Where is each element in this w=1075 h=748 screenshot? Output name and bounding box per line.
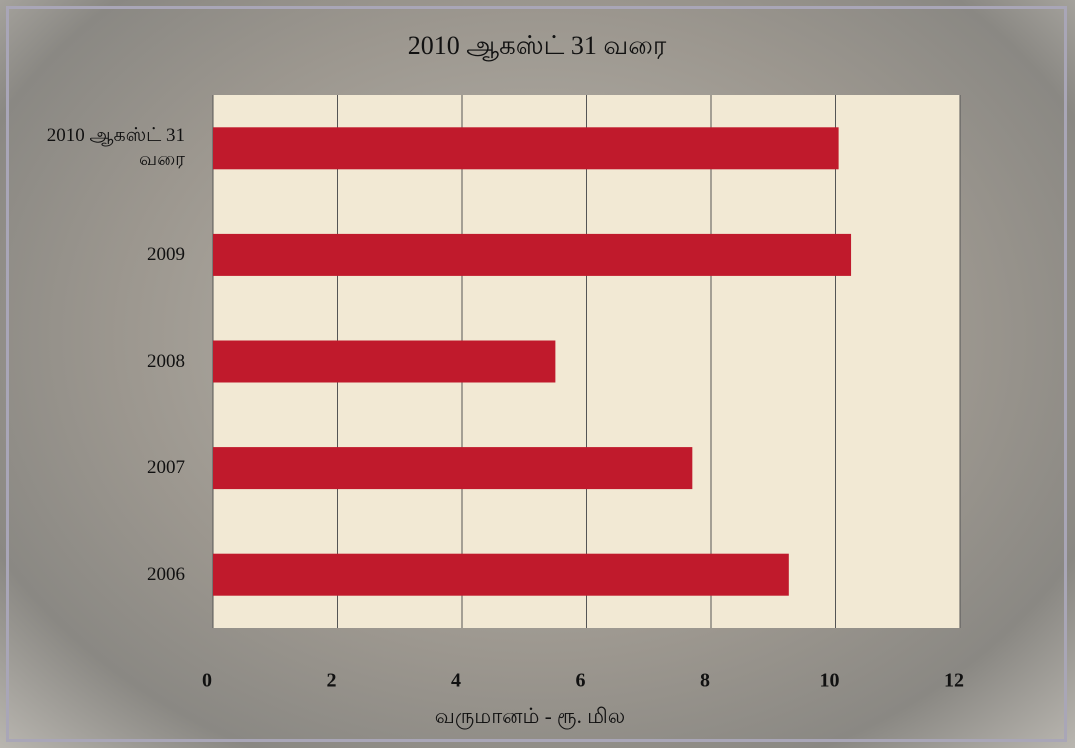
x-tick-label: 10	[820, 670, 840, 692]
bar	[213, 341, 555, 383]
x-tick-label: 4	[451, 670, 461, 692]
y-tick-label: 2008	[25, 350, 185, 374]
y-tick-label: 2007	[25, 456, 185, 480]
x-tick-label: 6	[576, 670, 586, 692]
bar	[213, 447, 692, 489]
chart: 2010 ஆகஸ்ட் 31 வரை வருமானம் - ரூ. மில 0 2…	[0, 0, 1075, 748]
chart-title: 2010 ஆகஸ்ட் 31 வரை	[408, 31, 667, 61]
x-tick-label: 8	[700, 670, 710, 692]
x-tick-label: 2	[327, 670, 337, 692]
y-tick-label: 2009	[25, 243, 185, 267]
x-axis-label: வருமானம் - ரூ. மில	[435, 704, 625, 729]
bar	[213, 234, 851, 276]
y-tick-label: 2010 ஆகஸ்ட் 31 வரை	[25, 124, 185, 172]
bar	[213, 554, 789, 596]
x-tick-label: 0	[202, 670, 212, 692]
screen: 2010 ஆகஸ்ட் 31 வரை வருமானம் - ரூ. மில 0 2…	[0, 0, 1075, 748]
y-tick-label: 2006	[25, 563, 185, 587]
x-tick-label: 12	[944, 670, 964, 692]
bar	[213, 127, 839, 169]
